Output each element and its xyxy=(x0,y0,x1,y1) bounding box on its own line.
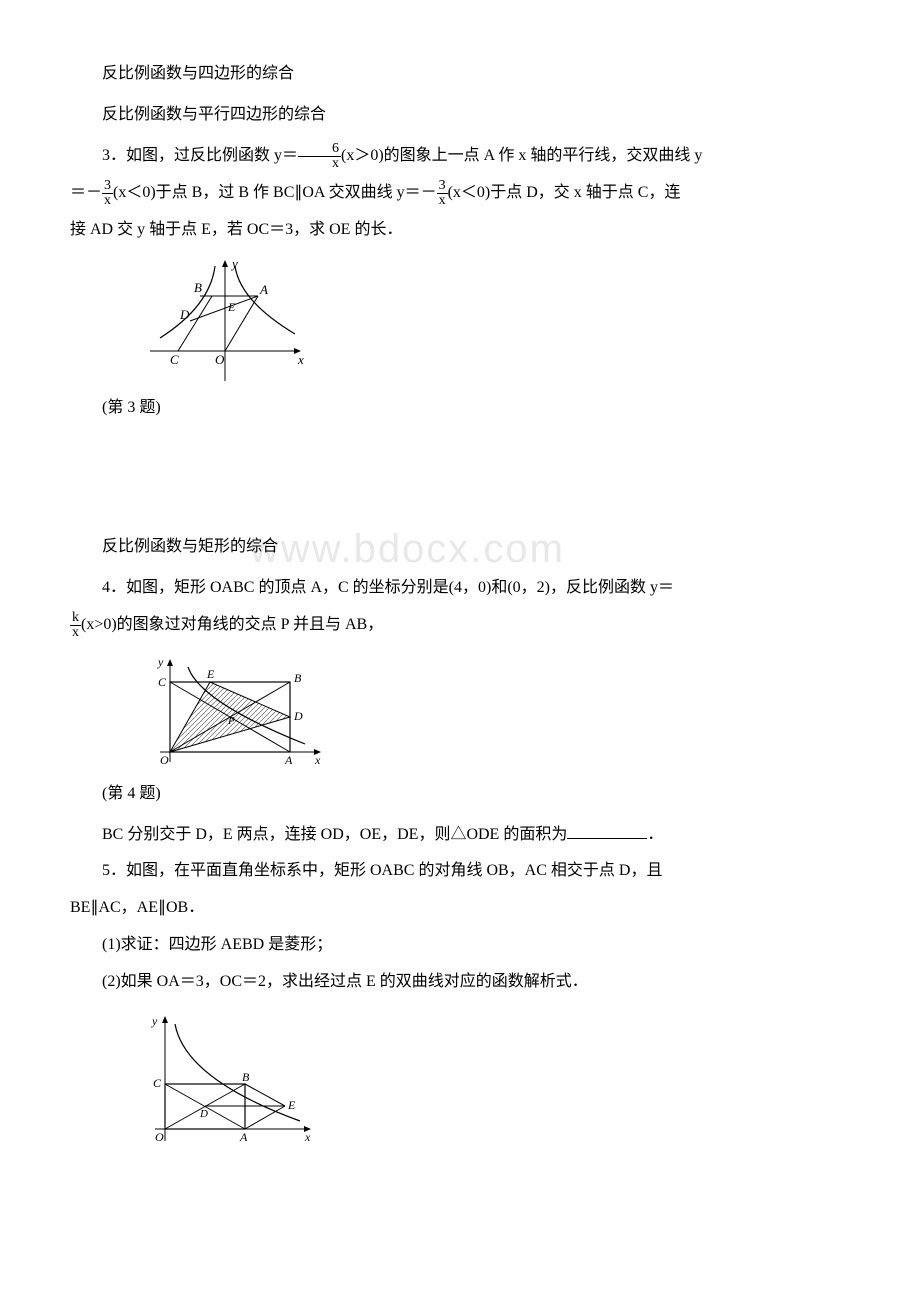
problem-4-line2: kx(x>0)的图象过对角线的交点 P 并且与 AB， xyxy=(70,611,850,640)
p3-text-2c: (x＜0)于点 D，交 x 轴于点 C，连 xyxy=(448,184,681,201)
label-O: O xyxy=(215,352,225,367)
label-B: B xyxy=(242,1070,250,1084)
label-D: D xyxy=(293,709,303,723)
p3-text-2b: (x＜0)于点 B，过 B 作 BC∥OA 交双曲线 y＝－ xyxy=(113,184,437,201)
label-y: y xyxy=(151,1014,158,1028)
figure-4: C B E D P O A x y xyxy=(140,652,850,772)
fraction-6-over-x: 6x xyxy=(298,142,341,171)
p3-text-1b: (x＞0)的图象上一点 A 作 x 轴的平行线，交双曲线 y xyxy=(341,147,702,164)
p4-text-2: (x>0)的图象过对角线的交点 P 并且与 AB， xyxy=(81,616,383,633)
frac-num: 6 xyxy=(298,142,341,157)
problem-3-line2: ＝－3x(x＜0)于点 B，过 B 作 BC∥OA 交双曲线 y＝－3x(x＜0… xyxy=(70,179,850,208)
label-C: C xyxy=(170,352,179,367)
label-O: O xyxy=(160,753,169,767)
p3-text-1a: 3．如图，过反比例函数 y＝ xyxy=(102,147,298,164)
label-D: D xyxy=(199,1108,208,1120)
p3-text-2a: ＝－ xyxy=(70,184,102,201)
problem-5-line2: BE∥AC，AE∥OB． xyxy=(70,894,850,923)
frac-den: x xyxy=(298,157,341,171)
frac-den: x xyxy=(70,626,81,640)
label-E: E xyxy=(287,1098,296,1112)
fraction-k-over-x: kx xyxy=(70,611,81,640)
frac-num: k xyxy=(70,611,81,626)
problem-5-sub2: (2)如果 OA＝3，OC＝2，求出经过点 E 的双曲线对应的函数解析式． xyxy=(70,968,850,997)
section-heading-3: 反比例函数与矩形的综合 xyxy=(70,533,850,562)
figure-3-caption: (第 3 题) xyxy=(70,394,850,423)
label-A: A xyxy=(284,753,293,767)
label-B: B xyxy=(194,280,202,295)
spacer xyxy=(70,453,850,533)
problem-3-line3: 接 AD 交 y 轴于点 E，若 OC＝3，求 OE 的长． xyxy=(70,216,850,245)
section-heading-2: 反比例函数与平行四边形的综合 xyxy=(70,101,850,130)
fill-blank xyxy=(567,823,647,839)
problem-5-line1: 5．如图，在平面直角坐标系中，矩形 OABC 的对角线 OB，AC 相交于点 D… xyxy=(70,857,850,886)
label-D: D xyxy=(179,307,190,322)
label-C: C xyxy=(153,1076,162,1090)
section-heading-1: 反比例函数与四边形的综合 xyxy=(70,60,850,89)
label-E: E xyxy=(206,667,215,681)
label-y: y xyxy=(157,655,164,669)
label-E: E xyxy=(227,300,236,314)
fraction-3-over-x-1: 3x xyxy=(102,179,113,208)
figure-3: A B C D E O x y xyxy=(140,256,850,386)
label-A: A xyxy=(259,282,268,297)
label-A: A xyxy=(239,1130,248,1144)
figure-5: C B D E O A x y xyxy=(140,1009,850,1149)
label-B: B xyxy=(294,671,302,685)
label-P: P xyxy=(227,715,235,727)
frac-den: x xyxy=(102,194,113,208)
figure-4-caption: (第 4 题) xyxy=(70,780,850,809)
problem-5-sub1: (1)求证：四边形 AEBD 是菱形； xyxy=(70,931,850,960)
frac-num: 3 xyxy=(437,179,448,194)
p4-text-3b: ． xyxy=(647,826,663,843)
label-O: O xyxy=(155,1130,164,1144)
label-y: y xyxy=(230,256,238,271)
label-x: x xyxy=(297,352,304,367)
fraction-3-over-x-2: 3x xyxy=(437,179,448,208)
label-C: C xyxy=(158,675,167,689)
problem-3-line1: 3．如图，过反比例函数 y＝6x(x＞0)的图象上一点 A 作 x 轴的平行线，… xyxy=(70,142,850,171)
p4-text-3a: BC 分别交于 D，E 两点，连接 OD，OE，DE，则△ODE 的面积为 xyxy=(102,826,567,843)
label-x: x xyxy=(304,1130,311,1144)
problem-4-line1: 4．如图，矩形 OABC 的顶点 A，C 的坐标分别是(4，0)和(0，2)，反… xyxy=(70,574,850,603)
label-x: x xyxy=(314,753,321,767)
frac-den: x xyxy=(437,194,448,208)
frac-num: 3 xyxy=(102,179,113,194)
problem-4-line3: BC 分别交于 D，E 两点，连接 OD，OE，DE，则△ODE 的面积为 ． xyxy=(70,821,850,850)
